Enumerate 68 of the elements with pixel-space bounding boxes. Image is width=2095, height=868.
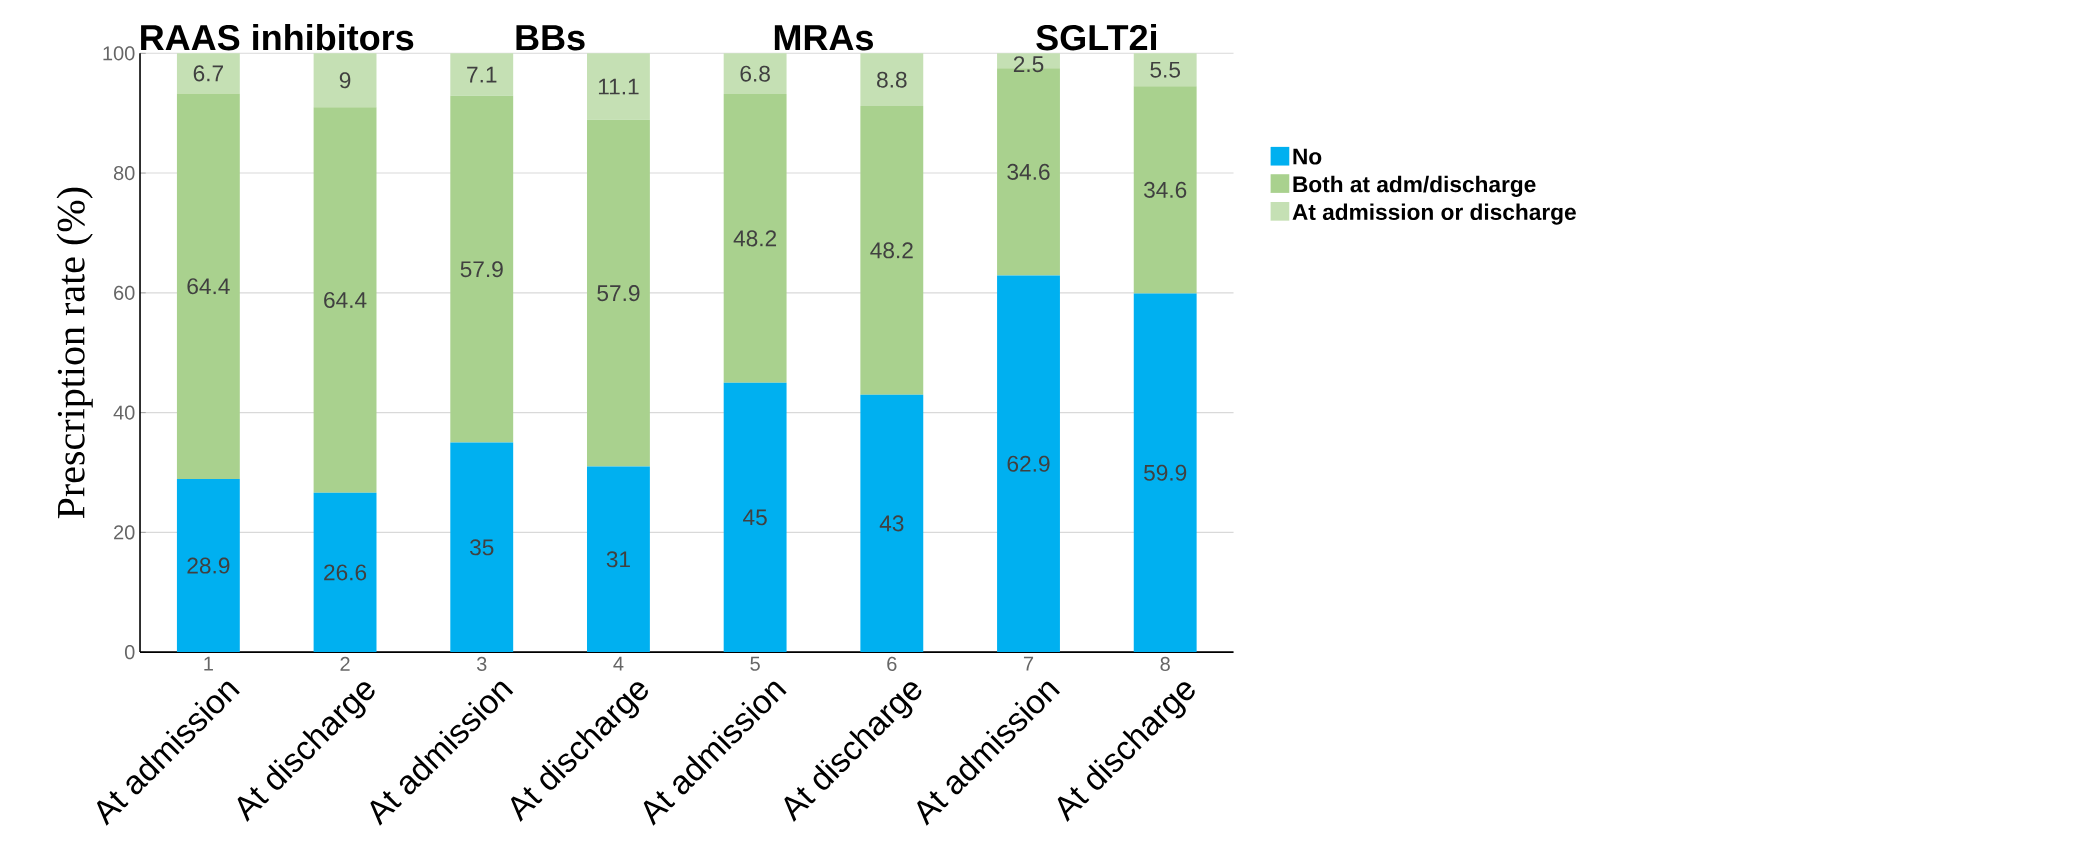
data-label: 28.9 (187, 557, 230, 574)
bar (723, 93, 787, 383)
x-tick-label: 2 (340, 656, 350, 671)
x-tick-label: 1 (204, 656, 213, 671)
bar (176, 93, 240, 479)
y-tick-label: 0 (124, 644, 135, 660)
text: RAAS inhibitors (141, 23, 414, 51)
data-label: 48.2 (870, 242, 913, 259)
data-label: 34.6 (1143, 181, 1187, 198)
legend-label: At admission or discharge (1292, 203, 1576, 225)
bar (997, 275, 1060, 653)
data-label: 2.5 (1013, 56, 1044, 73)
bar (587, 466, 650, 653)
bar (860, 53, 924, 106)
text: MRAs (774, 25, 873, 51)
data-label: 48.2 (733, 230, 777, 247)
y-tick-label: 40 (113, 405, 135, 420)
data-label: 11.1 (598, 78, 639, 95)
data-label: 6.7 (193, 65, 223, 82)
data-label: 6.8 (740, 65, 770, 82)
text: BBs (516, 25, 585, 51)
legend-label: Both at adm/discharge (1293, 175, 1536, 197)
bar (1133, 86, 1197, 294)
y-tick-label: 60 (114, 285, 135, 300)
bar (1133, 53, 1197, 87)
bar (723, 382, 787, 653)
bar (176, 53, 240, 94)
bar (723, 53, 787, 94)
data-label: 59.9 (1144, 464, 1187, 481)
data-label: 5.5 (1150, 61, 1180, 78)
legend-label: No (1293, 148, 1322, 165)
bar (313, 492, 377, 653)
x-tick-label: 5 (750, 656, 760, 671)
data-label: 64.4 (187, 278, 230, 295)
data-label: 34.6 (1007, 163, 1050, 180)
data-label: 35 (470, 539, 494, 556)
y-axis-title: Prescription rate (%) (56, 187, 93, 519)
bar (313, 107, 377, 493)
data-label: 43 (879, 515, 904, 532)
bar (860, 394, 924, 653)
x-tick-label: 3 (476, 656, 487, 671)
text: SGLT2i (1036, 23, 1157, 51)
x-tick-label: 8 (1160, 656, 1170, 671)
bar (450, 53, 514, 96)
x-tick-label: 6 (887, 656, 897, 671)
bar (587, 53, 650, 120)
bar (313, 53, 377, 108)
x-tick-label: 4 (613, 656, 624, 671)
data-label: 8.8 (877, 71, 907, 88)
bar (450, 95, 514, 443)
data-label: 26.6 (324, 564, 367, 581)
bar (176, 479, 240, 653)
bar (1133, 293, 1197, 653)
y-tick-label: 100 (103, 46, 135, 61)
data-label: 7.1 (467, 66, 497, 83)
bar (860, 105, 924, 395)
x-tick-label: 7 (1023, 656, 1034, 671)
data-label: 31 (606, 551, 630, 568)
data-label: 64.4 (324, 291, 367, 308)
y-tick-label: 80 (113, 165, 135, 181)
data-label: 62.9 (1007, 455, 1050, 472)
data-label: 45 (743, 509, 767, 526)
bar (450, 442, 514, 653)
y-tick-label: 20 (114, 525, 135, 540)
data-label: 57.9 (597, 285, 640, 302)
bar (587, 119, 650, 467)
data-label: 9 (339, 72, 351, 89)
data-label: 57.9 (460, 261, 503, 278)
